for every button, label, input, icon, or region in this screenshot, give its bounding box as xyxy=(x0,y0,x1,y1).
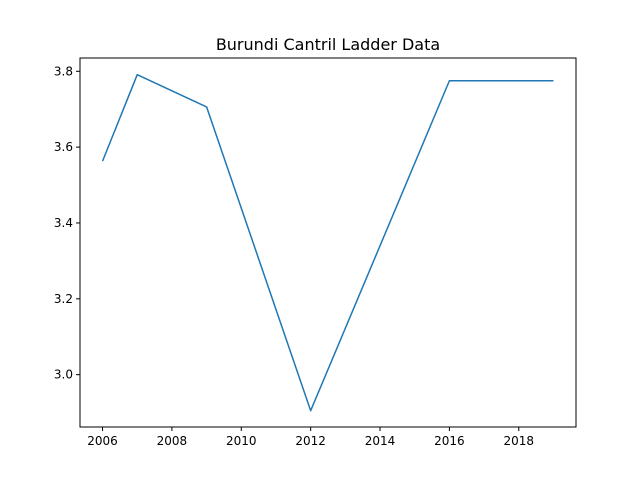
x-tick-label: 2006 xyxy=(87,434,118,448)
plot-area xyxy=(101,73,554,412)
x-tick-label: 2016 xyxy=(434,434,465,448)
y-tick-label: 3.4 xyxy=(54,216,73,230)
axes-frame xyxy=(79,57,577,428)
y-tick-label: 3.2 xyxy=(54,292,73,306)
y-tick-label: 3.0 xyxy=(54,368,73,382)
y-axis: 3.0 3.2 3.4 3.6 3.8 xyxy=(54,64,80,382)
series-line-0 xyxy=(101,73,554,412)
x-tick-label: 2012 xyxy=(295,434,326,448)
x-tick-label: 2018 xyxy=(503,434,534,448)
x-tick-label: 2010 xyxy=(226,434,257,448)
x-tick-label: 2014 xyxy=(365,434,396,448)
y-tick-label: 3.8 xyxy=(54,64,73,78)
chart-title: Burundi Cantril Ladder Data xyxy=(216,35,440,54)
x-tick-label: 2008 xyxy=(157,434,188,448)
x-axis: 2006 2008 2010 2012 2014 2016 2018 xyxy=(87,427,534,448)
y-tick-label: 3.6 xyxy=(54,140,73,154)
